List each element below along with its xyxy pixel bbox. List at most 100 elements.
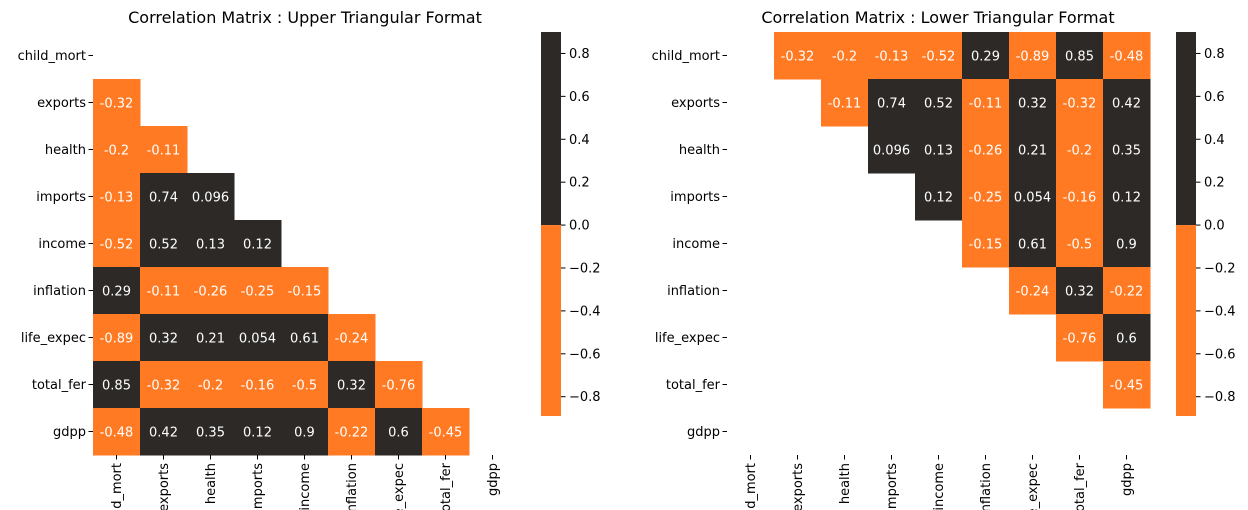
- colorbar-positive-band: [1176, 32, 1196, 226]
- cell-value-label: 0.85: [1065, 50, 1094, 65]
- cell-value-label: 0.054: [239, 332, 276, 347]
- upper-triangular-heatmap: Correlation Matrix : Upper Triangular Fo…: [18, 8, 601, 510]
- heatmap-cell: [1056, 32, 1104, 80]
- cell-value-label: -0.11: [969, 97, 1003, 112]
- x-tick-label: inflation: [979, 463, 994, 510]
- y-tick-label: child_mort: [18, 49, 86, 64]
- cell-value-label: -0.45: [429, 426, 463, 441]
- y-tick-label: gdpp: [53, 425, 86, 440]
- heatmap-cell: [187, 220, 235, 268]
- heatmap-cell: [93, 126, 141, 174]
- heatmap-cell: [1103, 267, 1151, 315]
- x-tick-label: exports: [791, 463, 806, 510]
- cell-value-label: -0.2: [198, 379, 223, 394]
- heatmap-cell: [915, 173, 963, 221]
- heatmap-cell: [375, 408, 423, 456]
- cell-value-label: -0.13: [100, 191, 134, 206]
- heatmap-cell: [375, 361, 423, 409]
- y-tick-label: life_expec: [21, 331, 86, 346]
- cell-value-label: 0.35: [1112, 144, 1141, 159]
- cell-value-label: 0.52: [924, 97, 953, 112]
- x-tick-label: life_expec: [392, 463, 407, 510]
- cell-value-label: -0.2: [104, 144, 129, 159]
- heatmap-cell: [187, 361, 235, 409]
- heatmap-cell: [140, 267, 188, 315]
- colorbar-tick-label: −0.4: [1204, 304, 1236, 319]
- x-tick-label: gdpp: [1120, 463, 1135, 496]
- chart-title: Correlation Matrix : Lower Triangular Fo…: [761, 8, 1114, 27]
- cell-value-label: -0.52: [922, 50, 956, 65]
- heatmap-cell: [234, 361, 282, 409]
- cell-value-label: 0.52: [149, 238, 178, 253]
- heatmap-cell: [1103, 126, 1151, 174]
- heatmap-cell: [187, 173, 235, 221]
- heatmap-cell: [962, 32, 1010, 80]
- heatmap-cell: [1103, 173, 1151, 221]
- heatmap-cell: [93, 408, 141, 456]
- heatmap-cell: [93, 361, 141, 409]
- heatmap-cell: [140, 314, 188, 362]
- cell-value-label: -0.11: [147, 285, 181, 300]
- colorbar-tick-label: −0.6: [569, 347, 601, 362]
- cell-value-label: -0.26: [194, 285, 228, 300]
- x-tick-label: health: [838, 463, 853, 504]
- cell-value-label: 0.32: [149, 332, 178, 347]
- x-tick-label: inflation: [345, 463, 360, 510]
- cell-value-label: -0.2: [832, 50, 857, 65]
- heatmap-cell: [140, 173, 188, 221]
- heatmap-cell: [1056, 220, 1104, 268]
- cell-value-label: 0.85: [102, 379, 131, 394]
- heatmap-cell: [962, 220, 1010, 268]
- heatmap-cell: [422, 408, 470, 456]
- cell-value-label: -0.15: [969, 238, 1003, 253]
- heatmap-cell: [821, 79, 869, 127]
- heatmap-cell: [93, 314, 141, 362]
- cell-value-label: 0.21: [1018, 144, 1047, 159]
- y-tick-label: inflation: [33, 284, 86, 299]
- cell-value-label: 0.32: [1018, 97, 1047, 112]
- cell-value-label: -0.13: [875, 50, 909, 65]
- colorbar-negative-band: [541, 225, 561, 416]
- y-tick-label: income: [672, 237, 720, 252]
- cell-value-label: 0.61: [1018, 238, 1047, 253]
- cell-value-label: 0.12: [243, 238, 272, 253]
- cell-value-label: -0.24: [1016, 285, 1050, 300]
- cell-value-label: -0.76: [382, 379, 416, 394]
- heatmap-cell: [868, 126, 916, 174]
- heatmap-cell: [234, 267, 282, 315]
- x-tick-label: child_mort: [110, 463, 125, 510]
- cell-value-label: 0.12: [924, 191, 953, 206]
- y-tick-label: imports: [36, 190, 86, 205]
- cell-value-label: -0.89: [100, 332, 134, 347]
- heatmap-cell: [1009, 173, 1057, 221]
- cell-value-label: 0.42: [149, 426, 178, 441]
- heatmap-cell: [868, 79, 916, 127]
- cell-value-label: -0.5: [292, 379, 317, 394]
- heatmap-cell: [140, 220, 188, 268]
- x-tick-label: imports: [251, 463, 266, 510]
- heatmap-cell: [234, 220, 282, 268]
- heatmap-cell: [1056, 173, 1104, 221]
- cell-value-label: 0.6: [1116, 332, 1137, 347]
- heatmap-cell: [234, 408, 282, 456]
- colorbar-positive-band: [541, 32, 561, 226]
- heatmap-cell: [915, 79, 963, 127]
- y-tick-label: health: [45, 143, 86, 158]
- heatmap-cell: [328, 408, 376, 456]
- colorbar-tick-label: 0.2: [569, 176, 590, 191]
- cell-value-label: 0.6: [388, 426, 409, 441]
- heatmap-cell: [1009, 267, 1057, 315]
- cell-value-label: -0.25: [241, 285, 275, 300]
- cell-value-label: 0.13: [924, 144, 953, 159]
- y-tick-label: income: [38, 237, 86, 252]
- heatmap-cell: [1009, 79, 1057, 127]
- x-tick-label: child_mort: [744, 463, 759, 510]
- heatmap-cell: [821, 32, 869, 80]
- cell-value-label: -0.52: [100, 238, 134, 253]
- cell-value-label: 0.096: [873, 144, 910, 159]
- colorbar-tick-label: −0.6: [1204, 347, 1236, 362]
- colorbar-tick-label: 0.8: [1204, 47, 1225, 62]
- heatmap-cell: [187, 408, 235, 456]
- heatmap-cell: [140, 361, 188, 409]
- heatmap-cell: [1056, 314, 1104, 362]
